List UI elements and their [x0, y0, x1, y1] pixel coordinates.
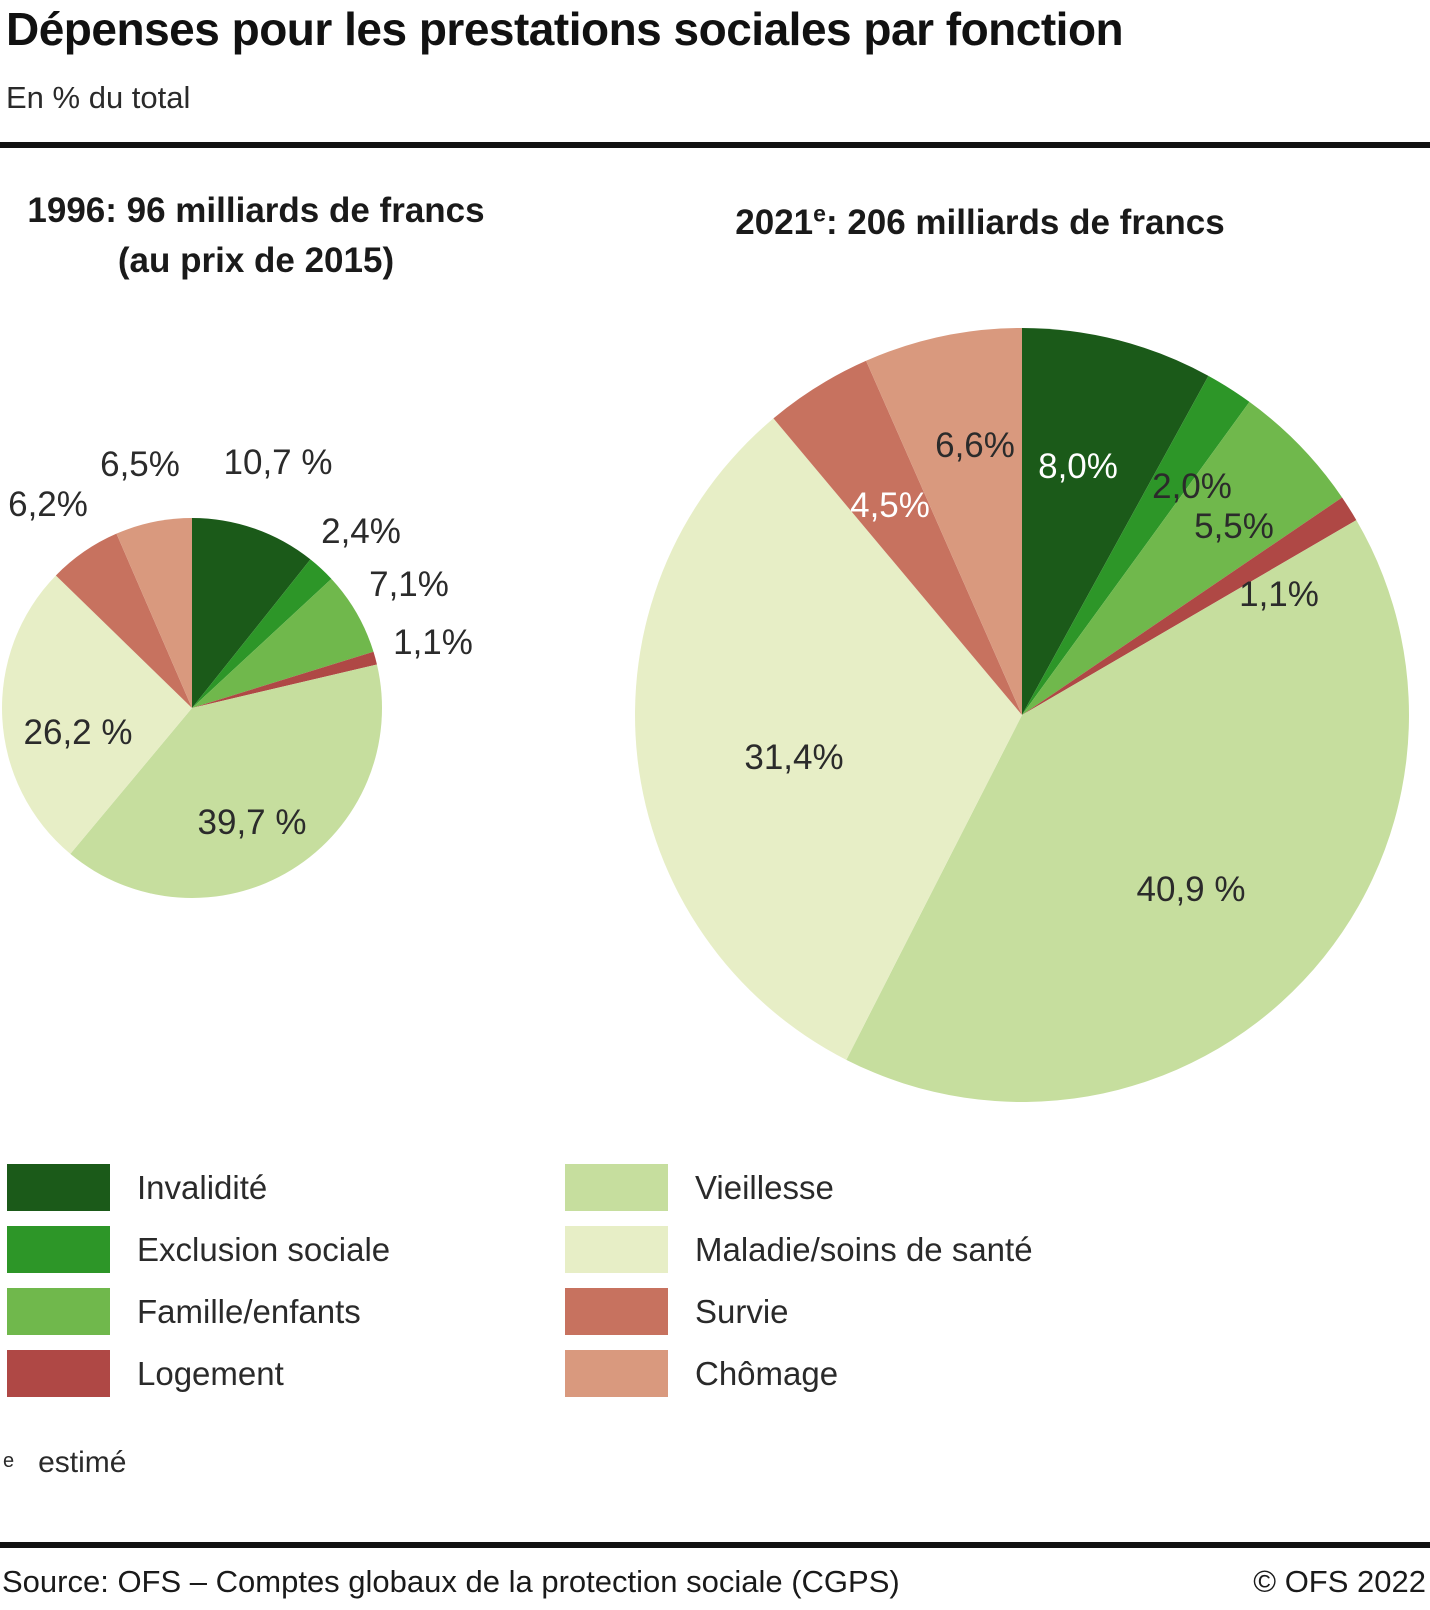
footer-source: Source: OFS – Comptes globaux de la prot…	[2, 1564, 900, 1599]
pie-value-label: 6,5%	[100, 445, 180, 484]
pie-slice	[635, 418, 1022, 1060]
top-divider	[0, 142, 1430, 148]
legend-label-vieillesse: Vieillesse	[695, 1168, 834, 1206]
legend-label-famille-enfants: Famille/enfants	[137, 1292, 361, 1330]
legend-item-logement: Logement	[7, 1350, 390, 1397]
pie-slice	[192, 651, 377, 708]
legend-swatch-vieillesse	[565, 1164, 668, 1211]
pie-title-1996: 1996: 96 milliards de francs (au prix de…	[0, 186, 512, 286]
pie-value-label: 1,1%	[393, 623, 473, 662]
legend-label-invalidite: Invalidité	[137, 1168, 268, 1206]
pie-title-2021: 2021e: 206 milliards de francs	[700, 198, 1260, 248]
pie-value-label: 7,1%	[369, 565, 449, 604]
pie-slice	[1022, 497, 1357, 715]
legend-label-chomage: Chômage	[695, 1354, 839, 1392]
page-title: Dépenses pour les prestations sociales p…	[6, 3, 1124, 55]
legend-label-maladie-soins-de-sante: Maladie/soins de santé	[695, 1230, 1033, 1268]
legend-label-logement: Logement	[137, 1354, 284, 1392]
pie-title-2021-superscript: e	[813, 200, 826, 227]
pie-slice	[192, 518, 311, 708]
pie-title-2021-prefix: 2021	[735, 203, 814, 242]
pie-title-1996-line2: (au prix de 2015)	[117, 241, 395, 280]
legend-item-exclusion-sociale: Exclusion sociale	[7, 1226, 390, 1273]
pie-slice	[2, 575, 193, 854]
pie-slice	[846, 520, 1409, 1102]
pie-slice	[1022, 375, 1250, 715]
legend-item-famille-enfants: Famille/enfants	[7, 1288, 390, 1335]
legend-item-survie: Survie	[565, 1288, 1033, 1335]
pie-value-label: 2,0%	[1152, 467, 1232, 506]
legend-swatch-famille-enfants	[7, 1288, 110, 1335]
pie-slice	[866, 328, 1022, 715]
pie-value-label: 4,5%	[850, 486, 930, 525]
pie-value-label: 6,2%	[8, 485, 88, 524]
legend-item-chomage: Chômage	[565, 1350, 1033, 1397]
pie-slice	[773, 360, 1022, 715]
legend-swatch-chomage	[565, 1350, 668, 1397]
footnote-marker: e	[3, 1450, 15, 1472]
footer-copyright: © OFS 2022	[1253, 1564, 1426, 1599]
legend-swatch-exclusion-sociale	[7, 1226, 110, 1273]
legend-label-exclusion-sociale: Exclusion sociale	[137, 1230, 391, 1268]
legend-column-right: Vieillesse Maladie/soins de santé Survie…	[565, 1164, 1033, 1412]
pie-chart-2021: 8,0% 2,0%5,5% 1,1% 40,9 % 31,4% 4,5%6,6%	[635, 328, 1409, 1102]
pie-slice	[55, 533, 193, 708]
pie-value-label: 39,7 %	[198, 803, 307, 842]
legend-swatch-maladie-soins-de-sante	[565, 1226, 668, 1273]
bottom-divider	[0, 1542, 1430, 1548]
pie-slice	[1022, 401, 1343, 715]
pie-slice	[192, 578, 374, 708]
pie-value-label: 8,0%	[1038, 447, 1118, 486]
pie-slice	[116, 518, 192, 708]
legend-label-survie: Survie	[695, 1292, 789, 1330]
pie-chart-1996: 10,7 % 2,4% 7,1% 1,1% 39,7 % 26,2 % 6,2% 6,5%	[2, 443, 473, 899]
pie-value-label: 1,1%	[1239, 575, 1319, 614]
legend-swatch-logement	[7, 1350, 110, 1397]
pie-title-1996-line1: 1996: 96 milliards de francs	[27, 191, 485, 230]
pie-title-2021-rest: : 206 milliards de francs	[825, 203, 1225, 242]
pie-slice	[70, 664, 383, 899]
legend-swatch-invalidite	[7, 1164, 110, 1211]
pie-slice	[192, 559, 332, 708]
pie-value-label: 2,4%	[321, 512, 401, 551]
pie-value-label: 6,6%	[935, 426, 1015, 465]
footnote-text: estimé	[38, 1446, 127, 1479]
page-subtitle: En % du total	[6, 80, 191, 115]
pie-value-label: 5,5%	[1194, 507, 1274, 546]
footnote: e estimé	[3, 1446, 126, 1480]
pie-value-label: 26,2 %	[24, 713, 133, 752]
legend-swatch-survie	[565, 1288, 668, 1335]
pie-value-label: 40,9 %	[1137, 870, 1246, 909]
legend-item-invalidite: Invalidité	[7, 1164, 390, 1211]
legend-item-vieillesse: Vieillesse	[565, 1164, 1033, 1211]
pie-value-label: 31,4%	[744, 738, 843, 777]
legend-item-maladie-soins-de-sante: Maladie/soins de santé	[565, 1226, 1033, 1273]
legend-column-left: Invalidité Exclusion sociale Famille/enf…	[7, 1164, 390, 1412]
pie-value-label: 10,7 %	[224, 443, 333, 482]
pie-slice	[1022, 328, 1209, 715]
